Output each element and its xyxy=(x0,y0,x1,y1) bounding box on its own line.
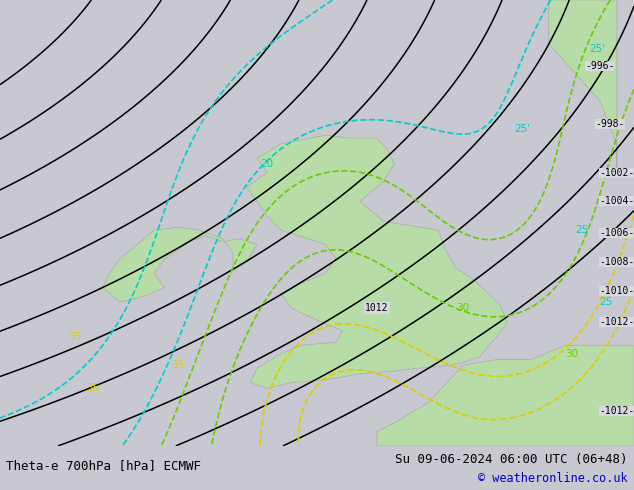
Text: 30: 30 xyxy=(566,349,579,359)
Text: 35: 35 xyxy=(86,383,99,393)
Polygon shape xyxy=(103,227,257,302)
Text: 35: 35 xyxy=(68,332,82,342)
Text: 1012: 1012 xyxy=(365,303,389,313)
Text: -1004-: -1004- xyxy=(599,196,634,206)
Text: -998-: -998- xyxy=(595,119,624,129)
Text: 25: 25 xyxy=(576,225,589,235)
Polygon shape xyxy=(247,135,507,389)
Text: -1010-: -1010- xyxy=(599,286,634,295)
Text: Theta-e 700hPa [hPa] ECMWF: Theta-e 700hPa [hPa] ECMWF xyxy=(6,459,202,472)
Text: -1002-: -1002- xyxy=(599,168,634,177)
Text: 25': 25' xyxy=(514,124,530,134)
Text: 20: 20 xyxy=(261,159,274,169)
Text: -1012-: -1012- xyxy=(599,406,634,416)
Text: -1012-: -1012- xyxy=(599,317,634,327)
Polygon shape xyxy=(377,345,634,446)
Text: -1008-: -1008- xyxy=(599,257,634,267)
Text: Su 09-06-2024 06:00 UTC (06+48): Su 09-06-2024 06:00 UTC (06+48) xyxy=(395,453,628,466)
Text: 25: 25 xyxy=(600,297,613,307)
Text: 25': 25' xyxy=(590,44,605,54)
Text: -1006-: -1006- xyxy=(599,228,634,238)
Text: 35: 35 xyxy=(171,360,184,370)
Text: © weatheronline.co.uk: © weatheronline.co.uk xyxy=(478,472,628,486)
Polygon shape xyxy=(548,0,617,172)
Text: -996-: -996- xyxy=(585,61,614,71)
Text: 30: 30 xyxy=(456,303,469,313)
